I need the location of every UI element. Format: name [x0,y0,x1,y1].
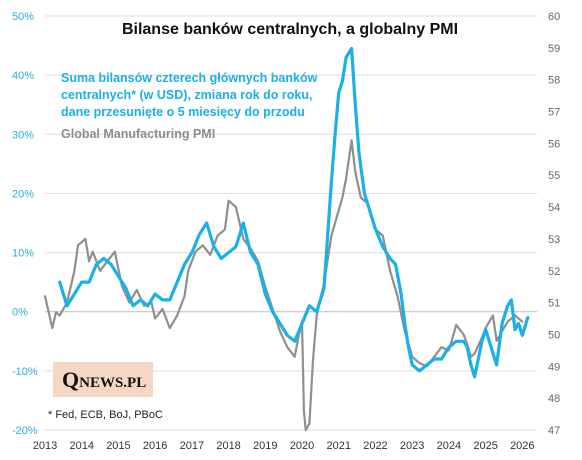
legend: Suma bilansów czterech głównych banków c… [61,71,318,141]
right-tick-label: 48 [548,393,560,405]
x-tick-label: 2019 [253,440,277,452]
right-tick-label: 58 [548,75,560,87]
left-tick-label: 0% [12,307,28,319]
right-tick-label: 60 [548,11,560,23]
left-tick-label: -20% [12,425,38,437]
right-tick-label: 53 [548,234,560,246]
right-tick-label: 52 [548,266,560,278]
x-tick-label: 2018 [216,440,240,452]
footnote: * Fed, ECB, BoJ, PBoC [48,409,163,421]
legend-line-4: Global Manufacturing PMI [61,127,215,141]
left-tick-label: 40% [12,70,34,82]
x-tick-label: 2021 [326,440,350,452]
logo-background [53,362,153,397]
right-tick-label: 51 [548,298,560,310]
x-tick-label: 2014 [69,440,93,452]
x-tick-label: 2025 [473,440,497,452]
legend-line-3: dane przesunięte o 5 miesięcy do przodu [61,105,305,119]
x-tick-label: 2015 [106,440,130,452]
right-tick-label: 50 [548,329,560,341]
right-tick-label: 57 [548,107,560,119]
logo: QNEWS.PL [53,362,153,397]
chart-title: Bilanse banków centralnych, a globalny P… [122,21,458,38]
right-tick-label: 56 [548,138,560,150]
series-line-balances [58,46,530,379]
right-tick-label: 47 [548,425,560,437]
left-tick-label: 30% [12,129,34,141]
left-tick-label: 10% [12,248,34,260]
x-tick-label: 2022 [363,440,387,452]
left-tick-label: -10% [12,366,38,378]
right-axis-ticks: 47 48 49 50 51 52 53 54 55 56 57 58 59 60 [548,11,560,437]
legend-line-1: Suma bilansów czterech głównych banków [61,71,318,85]
x-tick-label: 2013 [33,440,57,452]
right-tick-label: 59 [548,43,560,55]
left-tick-label: 20% [12,188,34,200]
right-tick-label: 49 [548,361,560,373]
x-tick-label: 2023 [400,440,424,452]
x-tick-label: 2016 [143,440,167,452]
x-tick-label: 2024 [437,440,461,452]
right-tick-label: 55 [548,170,560,182]
x-tick-label: 2017 [180,440,204,452]
series-layer [43,46,530,432]
x-tick-label: 2020 [290,440,314,452]
x-tick-label: 2026 [510,440,534,452]
logo-text: QNEWS.PL [62,367,146,392]
x-axis-ticks: 2013 2014 2015 2016 2017 2018 2019 2020 2021 2022… [33,440,535,452]
left-axis-ticks: -20% -10% 0% 10% 20% 30% 40% 50% [12,11,38,437]
right-tick-label: 54 [548,202,560,214]
left-tick-label: 50% [12,11,34,23]
legend-line-2: centralnych* (w USD), zmiana rok do roku… [61,88,312,102]
